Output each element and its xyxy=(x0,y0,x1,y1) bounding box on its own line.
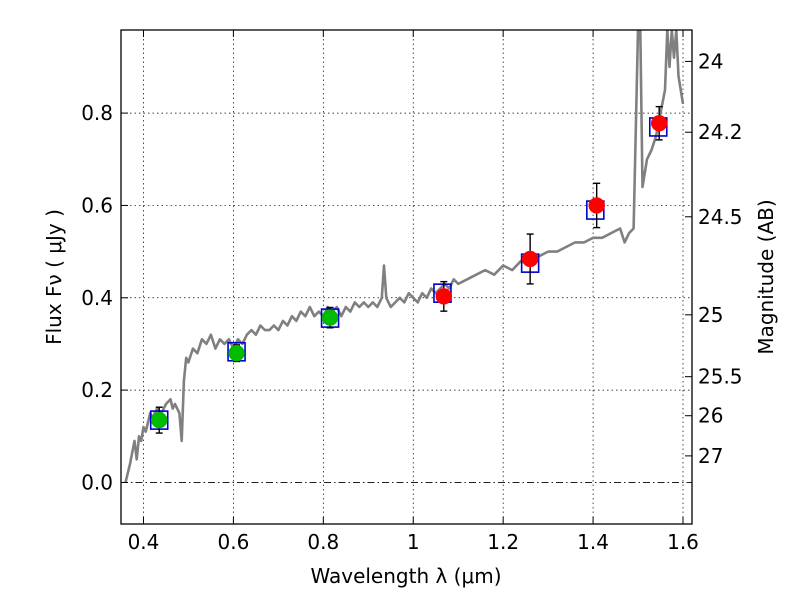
observed-flux-point xyxy=(521,250,539,268)
x-tick-label: 0.8 xyxy=(307,530,339,554)
y-tick-label: 0.2 xyxy=(81,378,113,402)
right-axis-label: Magnitude (AB) xyxy=(754,199,778,354)
y-tick-label: 0.6 xyxy=(81,193,113,217)
observed-flux-point xyxy=(588,197,605,214)
y-axis-ticks: 0.0 0.2 0.4 0.6 0.8 xyxy=(81,101,128,494)
magnitude-tick-label: 24.5 xyxy=(698,205,743,229)
model-sed-line xyxy=(124,30,685,483)
x-tick-label: 1.2 xyxy=(487,530,519,554)
x-axis-ticks: 0.4 0.6 0.8 1 1.2 1.4 1.6 xyxy=(128,30,699,554)
y-axis-label: Flux Fν ( μJy ) xyxy=(42,209,66,345)
magnitude-tick-label: 25 xyxy=(698,303,723,327)
observed-flux-point xyxy=(435,288,453,305)
y-tick-label: 0.8 xyxy=(81,101,113,125)
magnitude-tick-label: 26 xyxy=(698,404,723,428)
x-axis-label: Wavelength λ (μm) xyxy=(310,564,501,588)
y-tick-label: 0.4 xyxy=(81,286,113,310)
model-sed-series xyxy=(124,30,685,483)
magnitude-tick-label: 25.5 xyxy=(698,365,743,389)
x-tick-label: 1.6 xyxy=(667,530,699,554)
observed-flux-point xyxy=(150,411,168,429)
magnitude-tick-label: 27 xyxy=(698,444,723,468)
x-tick-label: 0.4 xyxy=(128,530,160,554)
magnitude-tick-label: 24.2 xyxy=(698,120,743,144)
x-tick-label: 1 xyxy=(407,530,420,554)
magnitude-tick-label: 24 xyxy=(698,49,723,73)
photometry-points xyxy=(149,105,668,434)
observed-flux-point xyxy=(650,115,668,132)
y-tick-label: 0.0 xyxy=(81,470,113,494)
x-tick-label: 0.6 xyxy=(217,530,249,554)
observed-flux-point xyxy=(321,309,339,326)
magnitude-axis-ticks: 24 24.2 24.5 25 25.5 26 27 xyxy=(685,49,743,468)
plot-frame xyxy=(120,29,693,525)
grid xyxy=(121,30,692,524)
x-tick-label: 1.4 xyxy=(577,530,609,554)
observed-flux-point xyxy=(228,344,245,362)
